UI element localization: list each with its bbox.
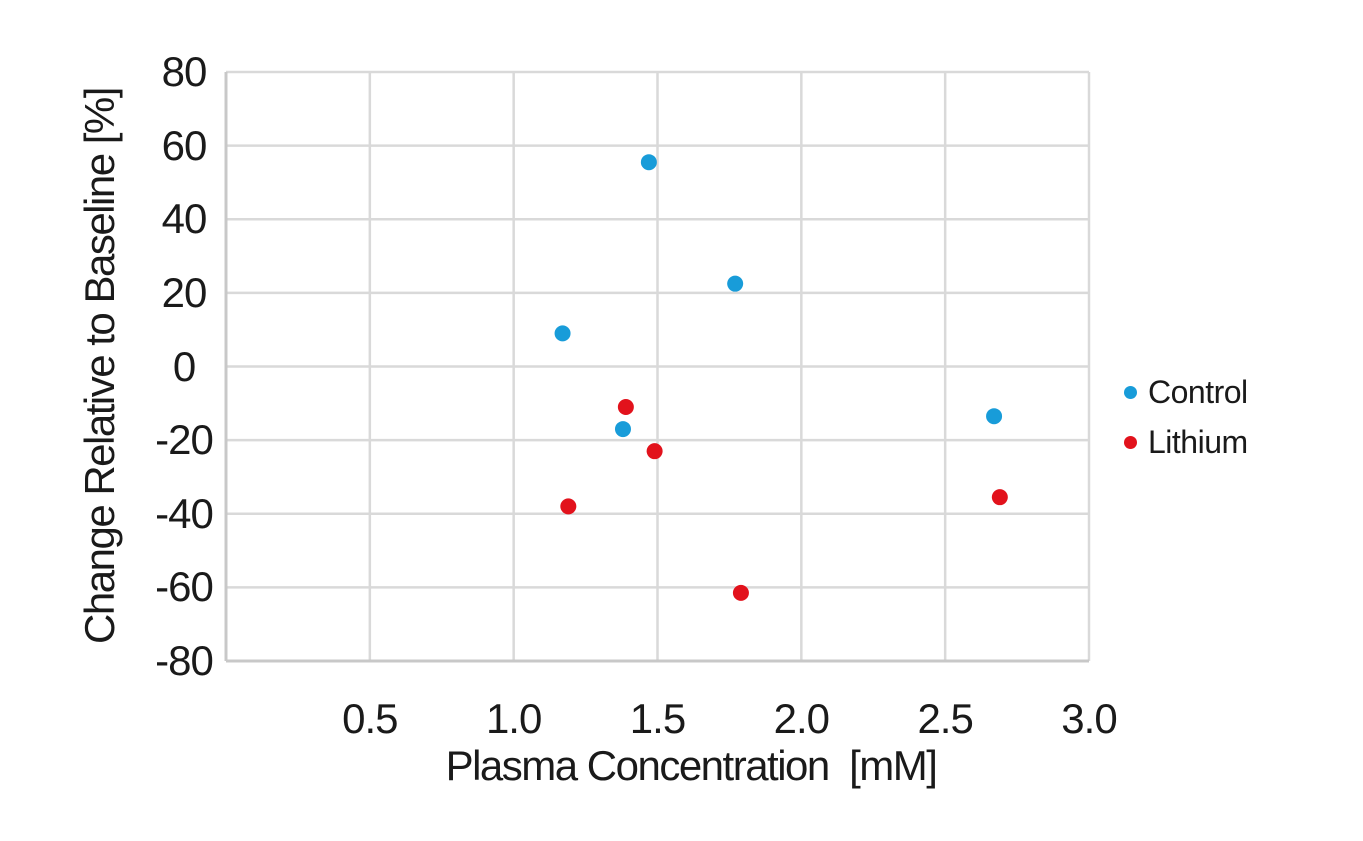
x-tick-label: 2.5 xyxy=(917,695,973,742)
y-tick-label: 20 xyxy=(161,268,208,316)
y-tick-label: 40 xyxy=(161,195,208,243)
data-point-lithium xyxy=(732,584,749,601)
legend-marker-icon xyxy=(1124,435,1137,449)
legend-marker-icon xyxy=(1124,385,1137,399)
legend-item-label: Lithium xyxy=(1148,423,1248,460)
data-point-control xyxy=(727,275,744,292)
y-tick-label: -20 xyxy=(155,416,214,464)
data-point-lithium xyxy=(991,489,1008,506)
x-tick-label: 2.0 xyxy=(773,695,830,742)
y-tick-label: -60 xyxy=(155,563,214,611)
y-tick-label: 0 xyxy=(172,342,196,390)
legend-item-label: Control xyxy=(1148,373,1248,410)
legend-item-lithium: Lithium xyxy=(1124,417,1248,467)
y-axis-title: Change Relative to Baseline [%] xyxy=(76,88,123,644)
y-tick-label: -40 xyxy=(155,489,214,537)
data-point-control xyxy=(640,154,657,171)
data-point-control xyxy=(614,421,631,438)
x-tick-label: 0.5 xyxy=(342,695,398,742)
y-tick-label: 80 xyxy=(161,48,208,95)
legend-item-control: Control xyxy=(1124,367,1248,417)
legend: Control Lithium xyxy=(1124,367,1248,467)
data-point-lithium xyxy=(617,398,634,415)
x-tick-label: 1.0 xyxy=(485,695,542,742)
data-point-lithium xyxy=(646,443,663,460)
x-tick-label: 3.0 xyxy=(1061,695,1117,742)
data-point-control xyxy=(986,408,1003,425)
x-tick-label: 1.5 xyxy=(629,695,686,742)
data-point-lithium xyxy=(560,498,577,515)
data-point-control xyxy=(554,325,571,342)
y-tick-label: 60 xyxy=(161,121,208,169)
y-tick-label: -80 xyxy=(155,637,214,684)
x-axis-title: Plasma Concentration [mM] xyxy=(445,742,938,789)
